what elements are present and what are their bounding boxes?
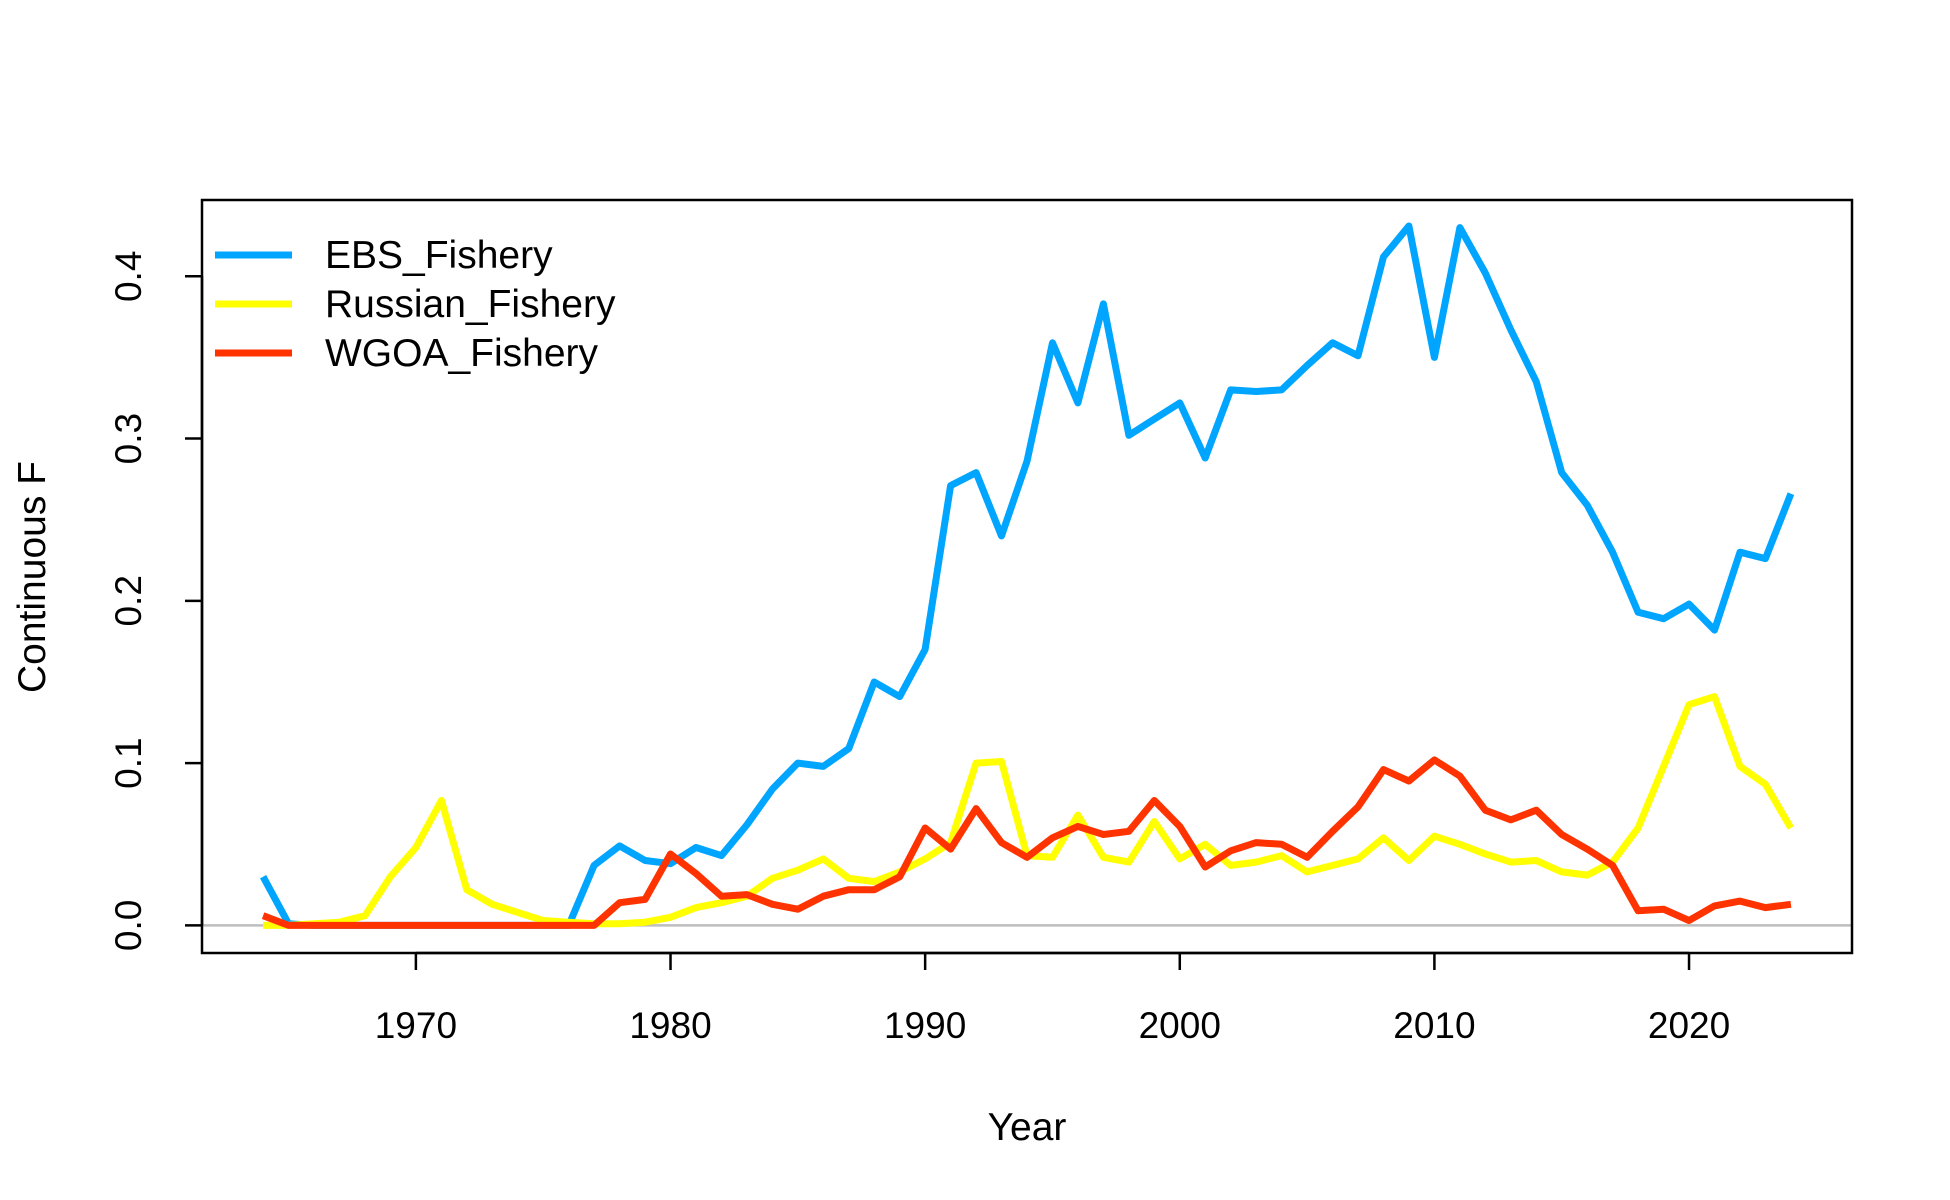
legend-label: Russian_Fishery — [325, 283, 616, 326]
x-axis-title: Year — [988, 1106, 1067, 1149]
series-line-wgoa-fishery — [261, 756, 1792, 929]
legend-label: EBS_Fishery — [325, 234, 553, 277]
y-tick-label: 0.0 — [108, 900, 149, 951]
x-tick-label: 2010 — [1393, 1005, 1475, 1046]
series-layer — [260, 222, 1795, 929]
y-tick-label: 0.3 — [108, 413, 149, 464]
x-tick-label: 1970 — [375, 1005, 457, 1046]
legend-label: WGOA_Fishery — [325, 332, 599, 375]
x-tick-label: 2020 — [1648, 1005, 1730, 1046]
y-axis: 0.0 0.1 0.2 0.3 0.4 — [108, 251, 204, 951]
y-tick-label: 0.4 — [108, 251, 149, 302]
x-axis: 1970 1980 1990 2000 2010 2020 — [375, 951, 1730, 1046]
legend: EBS_Fishery Russian_Fishery WGOA_Fishery — [215, 234, 616, 375]
y-tick-label: 0.1 — [108, 737, 149, 788]
x-tick-label: 1980 — [629, 1005, 711, 1046]
x-tick-label: 2000 — [1139, 1005, 1221, 1046]
y-axis-title: Continuous F — [11, 461, 54, 693]
x-tick-label: 1990 — [884, 1005, 966, 1046]
y-tick-label: 0.2 — [108, 575, 149, 626]
